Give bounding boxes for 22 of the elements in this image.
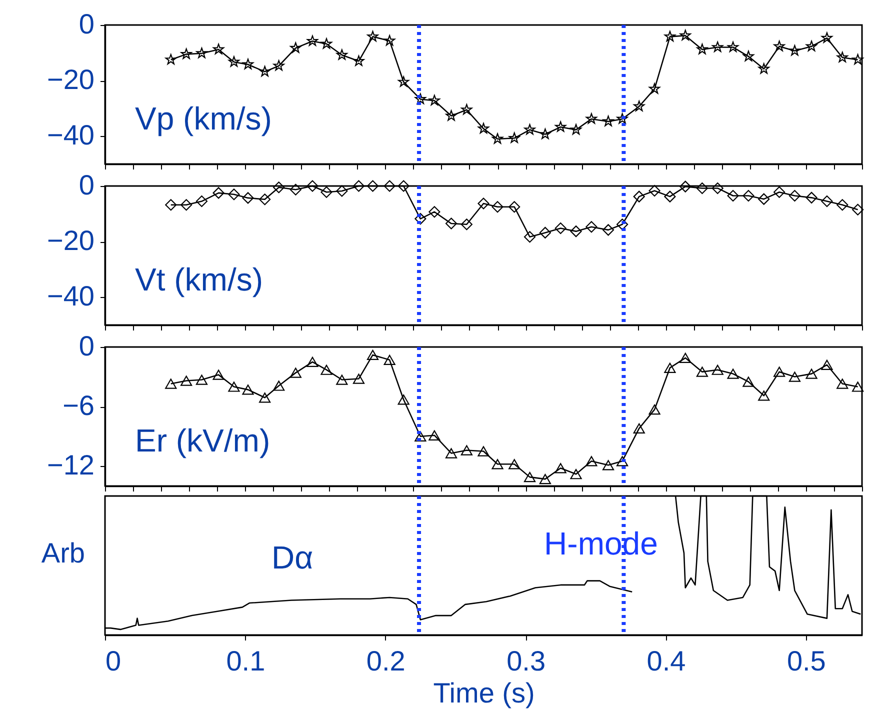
y-axis-title: Er (kV/m) xyxy=(135,422,270,459)
y-tick-label: −12 xyxy=(47,450,94,481)
y-axis-title: Arb xyxy=(41,537,85,568)
y-tick-label: −6 xyxy=(62,390,94,422)
x-tick-label: 0.2 xyxy=(366,646,406,676)
y-axis-title: Vp (km/s) xyxy=(135,100,272,137)
x-axis-title: Time (s) xyxy=(433,678,535,708)
x-tick-label: 0 xyxy=(106,646,122,676)
annotation: H-mode xyxy=(544,526,658,562)
y-axis-title: Vt (km/s) xyxy=(135,262,263,298)
y-tick-label: 0 xyxy=(78,330,94,362)
y-tick-label: −20 xyxy=(47,64,94,96)
x-tick-label: 0.1 xyxy=(226,646,266,676)
x-tick-label: 0.5 xyxy=(786,646,826,676)
y-tick-label: 0 xyxy=(78,170,94,200)
annotation: Dα xyxy=(272,540,314,576)
x-tick-label: 0.3 xyxy=(506,646,546,676)
y-tick-label: 0 xyxy=(78,8,94,40)
y-tick-label: −20 xyxy=(47,225,94,256)
y-tick-label: −40 xyxy=(47,120,94,151)
x-tick-label: 0.4 xyxy=(646,646,686,676)
y-tick-label: −40 xyxy=(47,280,94,312)
